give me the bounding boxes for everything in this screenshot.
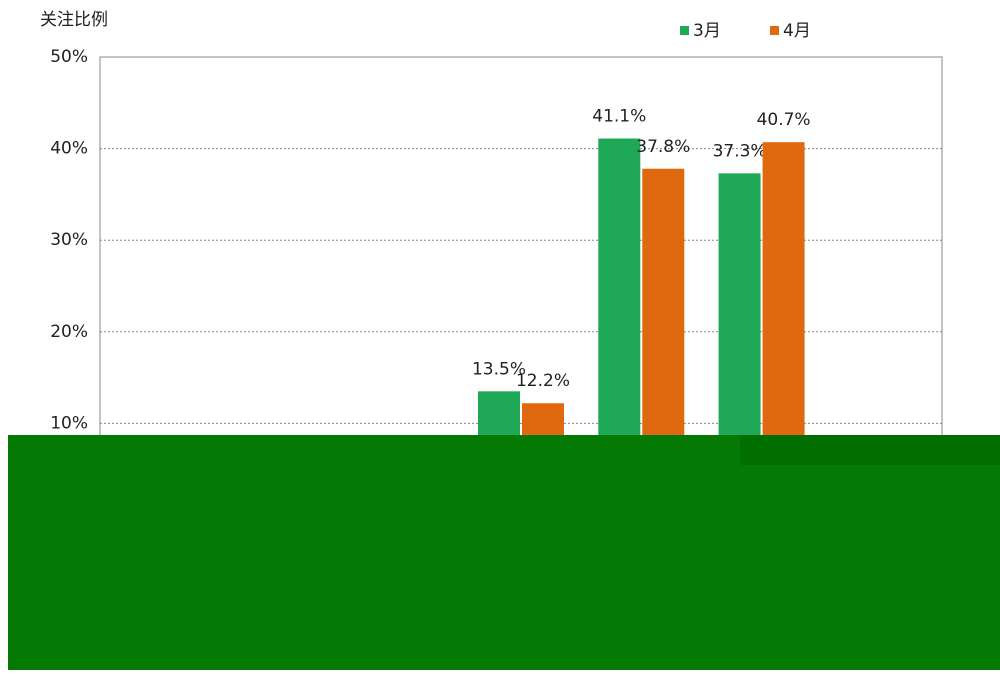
overlay-block <box>8 435 1000 670</box>
y-tick-label: 30% <box>50 230 88 250</box>
data-label: 12.2% <box>516 371 570 391</box>
legend-label: 4月 <box>783 21 811 41</box>
legend-label: 3月 <box>693 21 721 41</box>
data-label: 37.8% <box>636 137 690 157</box>
y-tick-label: 10% <box>50 413 88 433</box>
data-label: 13.5% <box>472 359 526 379</box>
y-tick-label: 20% <box>50 322 88 342</box>
data-label: 37.3% <box>713 141 767 161</box>
overlay-block-top <box>740 435 1000 465</box>
legend-swatch <box>770 26 779 35</box>
data-label: 41.1% <box>592 107 646 127</box>
y-axis-label: 关注比例 <box>40 10 108 30</box>
legend-swatch <box>680 26 689 35</box>
y-tick-label: 50% <box>50 47 88 67</box>
data-label: 40.7% <box>757 110 811 130</box>
y-tick-label: 40% <box>50 139 88 159</box>
